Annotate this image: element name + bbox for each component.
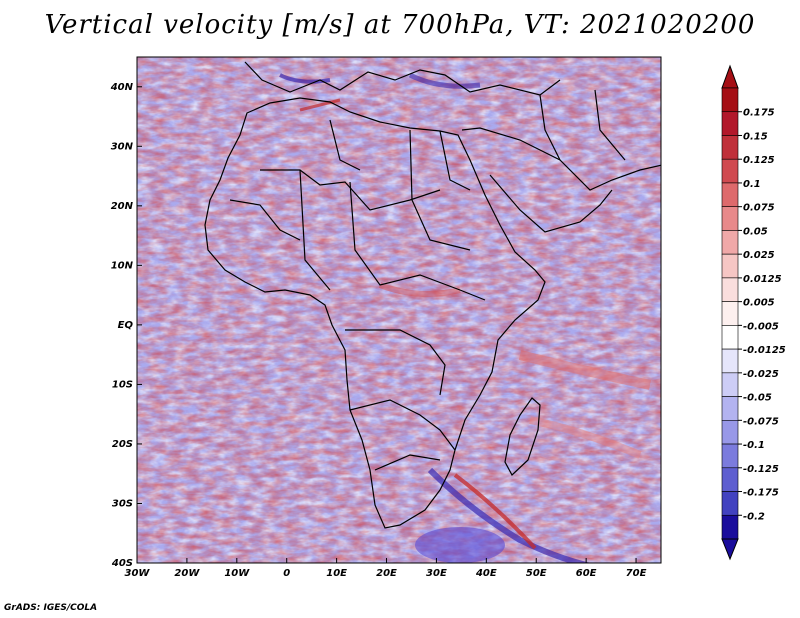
colorbar: 0.175 0.15 0.125 0.1 0.075 0.05 0.025 0.0125 0.0… xyxy=(721,64,786,561)
colorbar-label: 0.005 xyxy=(743,298,775,309)
colorbar-swatch xyxy=(721,396,739,421)
lon-tick-label: 40E xyxy=(475,568,497,579)
colorbar-swatch xyxy=(721,182,739,207)
colorbar-label: 0.1 xyxy=(743,179,761,190)
madagascar-coastline xyxy=(504,397,541,476)
colorbar-swatch xyxy=(721,325,739,350)
lat-tick-label: 40N xyxy=(110,82,134,93)
longitude-axis: 30W 20W 10W 0 10E 20E 30E 40E 50E 60E 70E xyxy=(125,558,647,579)
colorbar-label: -0.0125 xyxy=(743,345,786,356)
lat-tick-label: 40S xyxy=(111,558,133,569)
colorbar-swatch xyxy=(721,301,739,326)
colorbar-min-arrow xyxy=(721,538,739,561)
lat-tick-label: 30S xyxy=(112,498,133,509)
plot-frame xyxy=(136,56,662,564)
colorbar-swatch xyxy=(721,111,739,136)
coastlines xyxy=(204,61,661,529)
colorbar-label: 0.0125 xyxy=(743,274,782,285)
lon-tick-label: 30E xyxy=(426,568,447,579)
colorbar-label: -0.2 xyxy=(743,511,765,522)
colorbar-label: -0.125 xyxy=(743,464,779,475)
lon-tick-label: 0 xyxy=(283,568,290,579)
lon-tick-label: 50E xyxy=(526,568,547,579)
map-title: Vertical velocity [m/s] at 700hPa, VT: 2… xyxy=(44,10,756,40)
colorbar-label: 0.05 xyxy=(743,226,768,237)
colorbar-swatch xyxy=(721,348,739,374)
colorbar-swatch xyxy=(721,514,739,540)
colorbar-label: -0.075 xyxy=(743,416,779,427)
lat-tick-label: 30N xyxy=(111,141,134,152)
latitude-axis: 40N 30N 20N 10N EQ 10S 20S 30S 40S xyxy=(110,82,142,569)
colorbar-label: -0.1 xyxy=(743,440,765,451)
lat-tick-label: EQ xyxy=(118,320,134,331)
lat-tick-label: 10N xyxy=(111,260,134,271)
colorbar-swatch xyxy=(721,135,739,160)
colorbar-max-arrow xyxy=(721,64,739,89)
grads-credit: GrADS: IGES/COLA xyxy=(4,603,98,613)
colorbar-label: 0.15 xyxy=(743,131,768,142)
africa-coastline xyxy=(204,97,546,529)
lat-tick-label: 20N xyxy=(111,201,134,212)
lon-tick-label: 70E xyxy=(626,568,647,579)
colorbar-label: -0.025 xyxy=(743,369,779,380)
velocity-field xyxy=(137,57,661,563)
colorbar-swatch xyxy=(721,230,739,255)
colorbar-swatch xyxy=(721,467,739,492)
colorbar-swatch xyxy=(721,372,739,397)
colorbar-swatch xyxy=(721,158,739,184)
colorbar-label: 0.175 xyxy=(743,108,775,119)
colorbar-swatch xyxy=(721,253,739,279)
colorbar-swatch xyxy=(721,443,739,469)
lon-tick-label: 30W xyxy=(125,568,151,579)
colorbar-swatch xyxy=(721,277,739,302)
colorbar-label: 0.025 xyxy=(743,250,775,261)
map-figure: 40N 30N 20N 10N EQ 10S 20S 30S 40S 30W 20W 10W 0 10E… xyxy=(110,56,786,579)
colorbar-label: -0.005 xyxy=(743,321,779,332)
lon-tick-label: 20W xyxy=(174,568,200,579)
colorbar-label: 0.075 xyxy=(743,203,775,214)
colorbar-label: -0.05 xyxy=(743,393,772,404)
lat-tick-label: 20S xyxy=(112,439,133,450)
colorbar-swatch xyxy=(721,420,739,445)
colorbar-swatch xyxy=(721,87,739,113)
lon-tick-label: 60E xyxy=(576,568,597,579)
lat-tick-label: 10S xyxy=(112,379,133,390)
arabia-coastline xyxy=(461,127,661,191)
lon-tick-label: 20E xyxy=(376,568,397,579)
lon-tick-label: 10E xyxy=(326,568,347,579)
colorbar-label: -0.175 xyxy=(743,488,779,499)
colorbar-label: 0.125 xyxy=(743,155,775,166)
colorbar-swatch xyxy=(721,491,739,516)
lon-tick-label: 10W xyxy=(224,568,250,579)
colorbar-swatch xyxy=(721,206,739,231)
